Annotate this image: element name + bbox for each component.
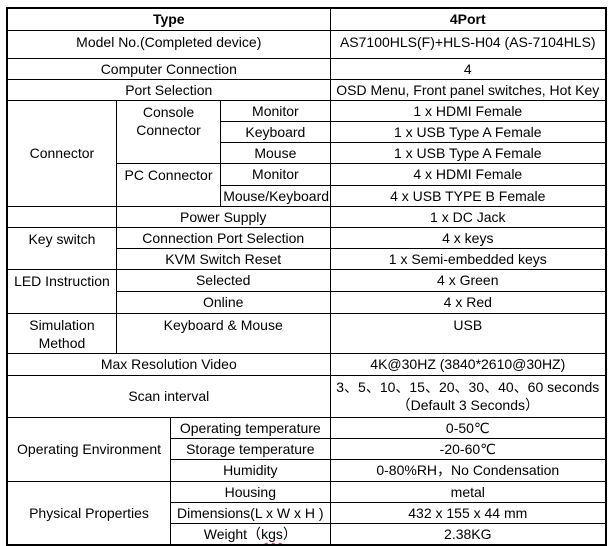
row-connection-port-selection: Key switch Connection Port Selection 4 x…: [6, 226, 607, 271]
housing-label: Housing: [170, 480, 331, 503]
led-selected-label: Selected: [115, 269, 331, 292]
type-header-cell: Type: [6, 7, 331, 31]
weight-label-kgs-spellcheck: kgs: [261, 525, 283, 542]
led-online-label: Online: [115, 290, 331, 314]
scan-interval-value: 3、5、10、15、20、30、40、60 seconds（Default 3 …: [329, 374, 607, 418]
port-selection-label: Port Selection: [6, 78, 331, 101]
row-console-mouse: Mouse 1 x USB Type A Female: [7, 142, 607, 165]
pc-monitor-value: 4 x HDMI Female: [329, 163, 607, 186]
led-selected-value: 4 x Green: [329, 269, 607, 292]
max-resolution-value: 4K@30HZ (3840*2610@30HZ): [329, 352, 607, 376]
row-dimensions: Dimensions(L x W x H ) 432 x 155 x 44 mm: [7, 501, 607, 524]
led-instruction-group-label: LED Instruction: [6, 269, 117, 314]
row-led-online: Online 4 x Red: [7, 290, 607, 314]
pc-connector-label: PC Connector: [115, 163, 222, 207]
operating-temperature-value: 0-50℃: [329, 416, 607, 440]
housing-value: metal: [329, 480, 607, 503]
console-keyboard-value: 1 x USB Type A Female: [329, 121, 607, 144]
row-kvm-switch-reset: KVM Switch Reset 1 x Semi-embedded keys: [7, 248, 607, 271]
row-max-resolution: Max Resolution Video 4K@30HZ (3840*2610@…: [6, 352, 607, 376]
row-type-header: Type 4Port: [6, 7, 607, 31]
row-computer-connection: Computer Connection 4: [6, 57, 607, 80]
keyboard-mouse-label: Keyboard & Mouse: [115, 312, 331, 354]
led-online-value: 4 x Red: [329, 290, 607, 314]
row-led-selected: LED Instruction Selected 4 x Green: [6, 269, 607, 314]
model-no-label: Model No.(Completed device): [6, 29, 331, 59]
port-header-cell: 4Port: [329, 7, 607, 31]
dimensions-value: 432 x 155 x 44 mm: [329, 501, 607, 524]
row-model-no: Model No.(Completed device) AS7100HLS(F)…: [6, 29, 607, 59]
row-operating-temperature: Operating Environment Operating temperat…: [6, 416, 607, 482]
weight-label: Weight（kgs）: [170, 522, 331, 546]
simulation-method-value: USB: [329, 312, 607, 354]
row-pc-mouse-keyboard: Mouse/Keyboard 4 x USB TYPE B Female: [7, 184, 607, 207]
weight-value: 2.38KG: [329, 522, 607, 546]
key-switch-group-label: Key switch: [6, 226, 117, 271]
row-storage-temperature: Storage temperature -20-60℃: [7, 438, 607, 461]
operating-temperature-label: Operating temperature: [170, 416, 331, 440]
pc-mouse-keyboard-value: 4 x USB TYPE B Female: [329, 184, 607, 207]
weight-label-prefix: Weight（: [203, 525, 262, 542]
console-keyboard-label: Keyboard: [220, 121, 331, 144]
storage-temperature-value: -20-60℃: [329, 438, 607, 461]
port-selection-value: OSD Menu, Front panel switches, Hot Key: [329, 78, 607, 101]
row-housing: Physical Properties Housing metal: [6, 480, 607, 546]
row-console-monitor: Connector Console Connector Monitor 1 x …: [6, 99, 607, 207]
max-resolution-label: Max Resolution Video: [6, 352, 331, 376]
connection-port-selection-label: Connection Port Selection: [115, 226, 331, 250]
simulation-method-label: Simulation Method: [6, 312, 117, 354]
connector-group-label: Connector: [6, 99, 117, 207]
console-connector-label: Console Connector: [115, 99, 222, 165]
console-mouse-label: Mouse: [220, 142, 331, 165]
kvm-switch-reset-label: KVM Switch Reset: [115, 248, 331, 271]
row-scan-interval: Scan interval 3、5、10、15、20、30、40、60 seco…: [6, 374, 607, 418]
pc-mouse-keyboard-label: Mouse/Keyboard: [220, 184, 331, 207]
computer-connection-value: 4: [329, 57, 607, 80]
spec-table: Type 4Port Model No.(Completed device) A…: [6, 7, 607, 546]
power-supply-label: Power Supply: [115, 205, 331, 229]
row-simulation-method: Simulation Method Keyboard & Mouse USB: [6, 312, 607, 354]
row-port-selection: Port Selection OSD Menu, Front panel swi…: [6, 78, 607, 101]
physical-properties-group-label: Physical Properties: [6, 480, 172, 546]
connection-port-selection-value: 4 x keys: [329, 226, 607, 250]
power-supply-spacer-cell: [6, 205, 117, 229]
scan-interval-label: Scan interval: [6, 374, 331, 418]
console-mouse-value: 1 x USB Type A Female: [329, 142, 607, 165]
computer-connection-label: Computer Connection: [6, 57, 331, 80]
humidity-value: 0-80%RH，No Condensation: [329, 459, 607, 482]
row-power-supply: Power Supply 1 x DC Jack: [6, 205, 607, 229]
console-monitor-value: 1 x HDMI Female: [329, 99, 607, 123]
console-monitor-label: Monitor: [220, 99, 331, 123]
dimensions-label: Dimensions(L x W x H ): [170, 501, 331, 524]
weight-label-suffix: ）: [282, 525, 297, 542]
storage-temperature-label: Storage temperature: [170, 438, 331, 461]
power-supply-value: 1 x DC Jack: [329, 205, 607, 229]
model-no-value: AS7100HLS(F)+HLS-H04 (AS-7104HLS): [329, 29, 607, 59]
kvm-switch-reset-value: 1 x Semi-embedded keys: [329, 248, 607, 271]
operating-environment-group-label: Operating Environment: [6, 416, 172, 482]
humidity-label: Humidity: [170, 459, 331, 482]
pc-monitor-label: Monitor: [220, 163, 331, 186]
